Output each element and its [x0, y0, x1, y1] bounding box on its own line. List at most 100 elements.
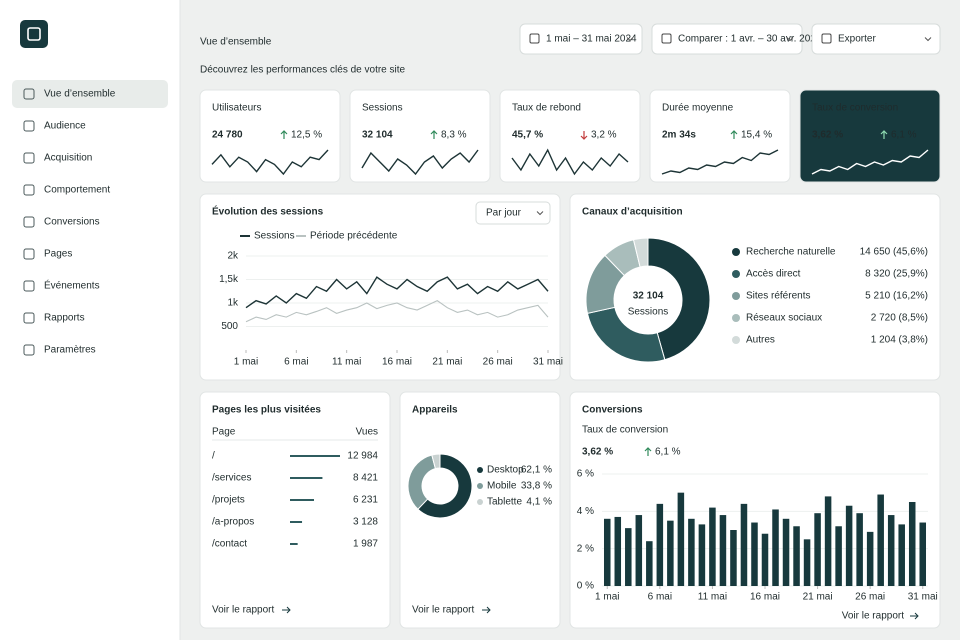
line [245, 300, 549, 323]
report-link[interactable]: Voir le rapport [212, 605, 274, 616]
nav-item[interactable]: Événements [44, 279, 100, 292]
x-tick-label: 31 mai [908, 592, 938, 603]
x-tick-label: 16 mai [382, 357, 412, 368]
x-tick-label: 11 mai [698, 592, 727, 603]
chevron [786, 37, 794, 42]
chevron [536, 211, 544, 216]
nav-item[interactable]: Conversions [44, 217, 100, 228]
donut-slice [647, 237, 711, 361]
x-tick-label: 21 mai [432, 357, 462, 368]
button-label[interactable]: Exporter [838, 34, 876, 45]
arrow-up [644, 447, 652, 456]
header-button[interactable] [651, 23, 803, 55]
nav-active [12, 80, 168, 108]
bar [845, 505, 853, 586]
bar [719, 515, 727, 586]
page-path: /projets [212, 495, 245, 506]
legend-label: Accès direct [746, 269, 801, 280]
y-tick-label: 1k [227, 298, 239, 309]
card [499, 89, 641, 183]
y-tick-label: 4 % [577, 506, 594, 517]
page-path: /services [212, 473, 251, 484]
bar [667, 520, 674, 586]
page-bar [290, 499, 314, 501]
card-title: Conversions [582, 405, 643, 416]
bar [603, 518, 611, 586]
x-tick-label: 16 mai [750, 592, 780, 603]
link-arrow [910, 612, 919, 620]
bar [709, 507, 716, 586]
kpi-label: Taux de rebond [512, 103, 581, 114]
kpi-change: 3,2 % [591, 130, 617, 141]
button-label[interactable]: Comparer : 1 avr. – 30 avr. 2024 [678, 34, 822, 45]
report-link[interactable]: Voir le rapport [412, 605, 474, 616]
bar [814, 513, 821, 586]
kpi-value: 2m 34s [662, 130, 696, 141]
x-tick-label: 26 mai [483, 357, 513, 368]
card [199, 391, 391, 629]
sparkline [511, 148, 629, 176]
period-label[interactable]: Par jour [486, 208, 522, 219]
legend-value: 8 320 (25,9%) [865, 269, 928, 280]
kpi-label: Taux de conversion [812, 103, 898, 114]
y-tick-label: 500 [221, 321, 238, 332]
donut-slice [431, 453, 441, 470]
kpi-change: 6,1 % [891, 130, 917, 141]
bar [614, 516, 622, 586]
header-button[interactable] [811, 23, 941, 55]
donut-total-label: Sessions [628, 307, 669, 318]
legend-value: 5 210 (16,2%) [865, 291, 928, 302]
button-label[interactable]: 1 mai – 31 mai 2024 [546, 34, 637, 45]
sparkline [661, 149, 779, 175]
nav-item[interactable]: Pages [44, 249, 72, 260]
sparkline [211, 149, 329, 176]
x-tick-label: 21 mai [803, 592, 833, 603]
bar [635, 515, 643, 586]
page-path: /a-propos [212, 517, 254, 528]
page-views: 3 128 [353, 517, 378, 528]
report-link[interactable]: Voir le rapport [842, 611, 904, 622]
bar [646, 541, 653, 586]
nav-item[interactable]: Acquisition [44, 153, 92, 164]
legend-value: 33,8 % [521, 481, 552, 492]
donut-total: 32 104 [633, 291, 664, 302]
chevron [924, 37, 932, 42]
kpi-change: 15,4 % [741, 130, 772, 141]
nav-item[interactable]: Audience [44, 121, 86, 132]
button-icon [529, 33, 540, 44]
button-icon [821, 33, 832, 44]
nav-item[interactable]: Rapports [44, 313, 85, 324]
y-tick-label: 2k [227, 251, 239, 262]
nav-icon [23, 344, 35, 356]
nav-item[interactable]: Vue d’ensemble [44, 89, 116, 100]
bar [656, 503, 664, 586]
page-path: /contact [212, 539, 247, 550]
bar [751, 522, 758, 586]
nav-icon [23, 152, 35, 164]
chevron [626, 37, 634, 42]
donut-slice [417, 453, 473, 519]
sparkline [361, 149, 479, 176]
legend-label: Desktop [487, 465, 524, 476]
legend-value: 2 720 (8,5%) [871, 313, 928, 324]
column-header: Vues [356, 427, 378, 438]
bar [740, 503, 748, 586]
nav-item[interactable]: Paramètres [44, 345, 96, 356]
bar [887, 515, 895, 586]
bar [866, 531, 874, 586]
bar [625, 528, 632, 586]
page-views: 6 231 [353, 495, 378, 506]
legend-dot [732, 314, 740, 322]
card-title: Appareils [412, 405, 458, 416]
y-tick-label: 1,5k [219, 274, 239, 285]
period-select[interactable] [475, 201, 551, 225]
legend-value: 62,1 % [521, 465, 552, 476]
bar [677, 492, 685, 586]
nav-item[interactable]: Comportement [44, 185, 110, 196]
legend-label: Recherche naturelle [746, 247, 836, 258]
kpi-value: 32 104 [362, 130, 393, 141]
header-button[interactable] [519, 23, 643, 55]
nav-icon [23, 184, 35, 196]
chart-title: Évolution des sessions [212, 205, 324, 218]
